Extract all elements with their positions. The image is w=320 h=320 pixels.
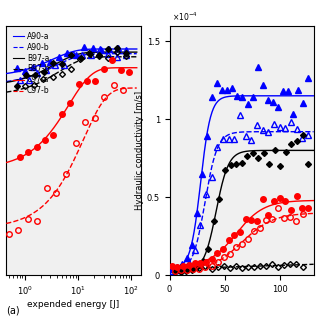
- X-axis label: expended energy [J]: expended energy [J]: [28, 300, 120, 309]
- Y-axis label: Hydraulic conductivity [m/s]: Hydraulic conductivity [m/s]: [135, 91, 144, 210]
- Text: $\times10^{-4}$: $\times10^{-4}$: [172, 11, 198, 23]
- Text: (a): (a): [6, 306, 20, 316]
- Legend: A90-a, A90-b, B97-a, B97-b, C97-a, C97-b: A90-a, A90-b, B97-a, B97-b, C97-a, C97-b: [10, 29, 52, 98]
